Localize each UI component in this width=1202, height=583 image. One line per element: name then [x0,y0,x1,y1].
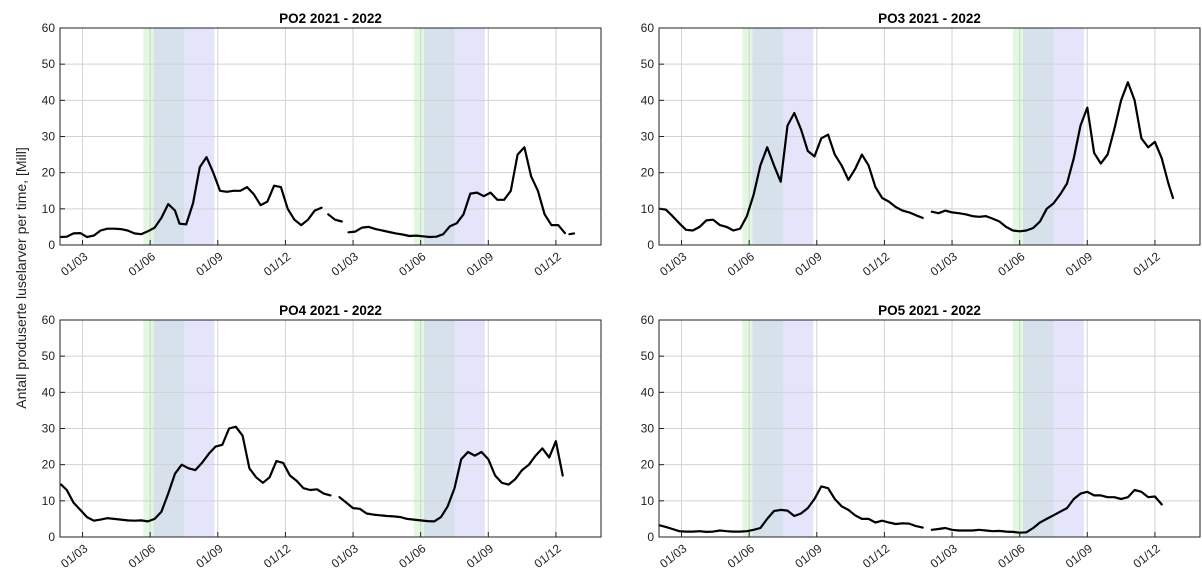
x-tick-label: 01/09 [464,249,497,279]
x-tick-label: 01/12 [531,541,564,571]
y-tick-label: 10 [42,494,56,508]
y-tick-label: 60 [42,21,56,35]
x-tick-label: 01/03 [657,249,690,279]
y-tick-label: 30 [641,422,655,436]
x-tick-label: 01/09 [792,249,825,279]
x-tick-label: 01/09 [464,541,497,571]
y-tick-label: 50 [42,57,56,71]
y-tick-label: 20 [641,166,655,180]
x-tick-label: 01/03 [657,541,690,571]
chart-title: PO3 2021 - 2022 [878,11,981,26]
chart-panel: 0 10 20 30 40 50 60 01/03 01/06 01/09 01/12 01/03 01… [42,11,602,279]
x-tick-label: 01/03 [58,249,91,279]
x-tick-label: 01/06 [396,541,429,571]
series-line-segment [568,232,576,236]
x-tick-label: 01/06 [126,541,159,571]
y-tick-label: 40 [42,93,56,107]
y-tick-label: 20 [42,166,56,180]
series-line-segment [327,213,343,223]
x-tick-label: 01/09 [1063,249,1096,279]
shared-y-axis-label: Antall produserte luselarver per time, [… [13,147,29,408]
grid [60,27,601,246]
series [659,81,1175,233]
grid [659,319,1200,538]
chart-panel: 0 10 20 30 40 50 60 01/03 01/06 01/09 01/12 01/03 01… [641,11,1201,279]
series [60,425,564,523]
y-tick-label: 0 [647,530,654,544]
x-tick-label: 01/09 [1063,541,1096,571]
y-tick-label: 30 [641,130,655,144]
chart-panel: 0 10 20 30 40 50 60 01/03 01/06 01/09 01/12 01/03 01… [42,303,602,571]
y-tick-label: 50 [641,349,655,363]
series-line-segment [930,488,1163,534]
x-tick-label: 01/12 [860,249,893,279]
y-tick-label: 0 [647,238,654,252]
x-tick-label: 01/12 [531,249,564,279]
x-tick-label: 01/03 [58,541,91,571]
series [659,485,1163,534]
series-line-segment [338,440,564,523]
grid [60,319,601,538]
y-tick-label: 0 [48,238,55,252]
series-line-segment [60,425,332,523]
series [60,146,576,239]
y-tick-label: 60 [42,313,56,327]
x-tick-label: 01/12 [860,541,893,571]
series-line-segment [347,146,567,239]
x-tick-label: 01/06 [995,541,1028,571]
x-tick-label: 01/12 [261,541,294,571]
series-line-segment [659,111,924,232]
chart-title: PO4 2021 - 2022 [279,303,382,318]
y-tick-label: 60 [641,313,655,327]
y-tick-label: 10 [641,494,655,508]
y-tick-label: 40 [641,385,655,399]
chart-title: PO5 2021 - 2022 [878,303,981,318]
x-tick-label: 01/03 [928,249,961,279]
x-tick-label: 01/06 [126,249,159,279]
x-tick-label: 01/06 [725,541,758,571]
y-tick-label: 20 [641,458,655,472]
series-line-segment [60,156,323,239]
y-tick-label: 40 [641,93,655,107]
y-tick-label: 30 [42,130,56,144]
x-tick-label: 01/03 [329,541,362,571]
y-tick-label: 0 [48,530,55,544]
x-tick-label: 01/06 [725,249,758,279]
y-tick-label: 40 [42,385,56,399]
series-line-segment [930,81,1175,233]
chart-panel: 0 10 20 30 40 50 60 01/03 01/06 01/09 01/12 01/03 01… [641,303,1201,571]
chart-title: PO2 2021 - 2022 [279,11,382,26]
series-line-segment [659,485,924,534]
y-tick-label: 60 [641,21,655,35]
x-tick-label: 01/06 [396,249,429,279]
y-tick-label: 50 [42,349,56,363]
y-tick-label: 10 [641,202,655,216]
y-tick-label: 30 [42,422,56,436]
grid [659,27,1200,246]
x-tick-label: 01/12 [1130,541,1163,571]
x-tick-label: 01/09 [792,541,825,571]
y-tick-label: 20 [42,458,56,472]
x-tick-label: 01/12 [1130,249,1163,279]
x-tick-label: 01/09 [193,541,226,571]
x-tick-label: 01/09 [193,249,226,279]
y-tick-label: 10 [42,202,56,216]
x-tick-label: 01/12 [261,249,294,279]
y-tick-label: 50 [641,57,655,71]
x-tick-label: 01/06 [995,249,1028,279]
x-tick-label: 01/03 [928,541,961,571]
x-tick-label: 01/03 [329,249,362,279]
